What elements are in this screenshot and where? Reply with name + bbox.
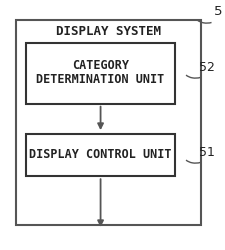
Text: DISPLAY CONTROL UNIT: DISPLAY CONTROL UNIT	[29, 148, 171, 162]
Bar	[26, 42, 174, 104]
Text: DISPLAY SYSTEM: DISPLAY SYSTEM	[56, 25, 160, 38]
Text: 52: 52	[198, 61, 214, 74]
Text: 51: 51	[198, 146, 214, 159]
Text: 5: 5	[213, 5, 221, 18]
Text: CATEGORY: CATEGORY	[72, 59, 128, 72]
Bar	[26, 134, 174, 176]
Text: DETERMINATION UNIT: DETERMINATION UNIT	[36, 73, 164, 86]
Bar	[16, 20, 200, 225]
